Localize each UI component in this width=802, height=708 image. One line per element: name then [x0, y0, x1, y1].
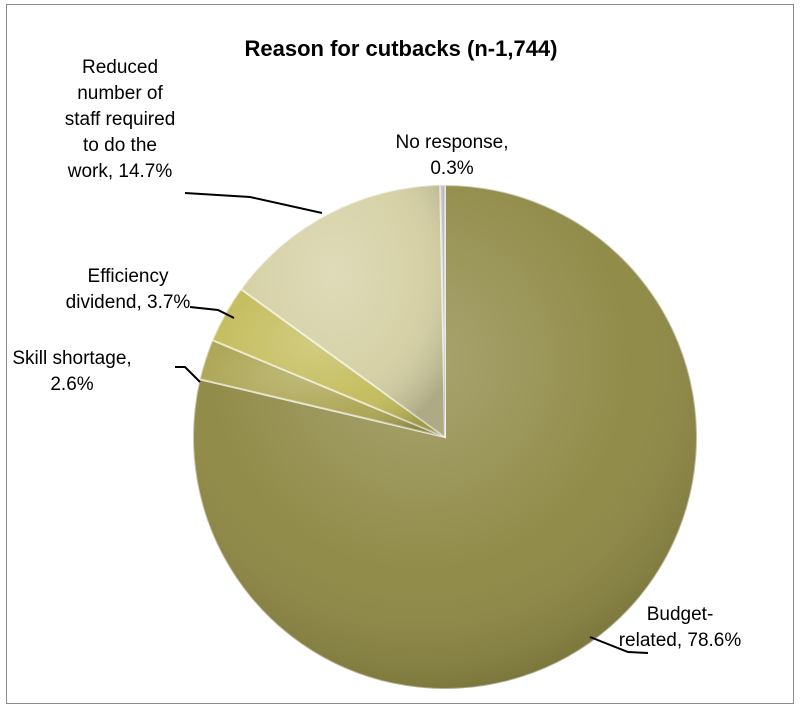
chart-title: Reason for cutbacks (n-1,744): [244, 36, 558, 61]
leader-line: [589, 636, 649, 654]
pie-slice-shading: [240, 185, 445, 437]
slice-label-budget-related: Budget-related, 78.6%: [619, 604, 742, 651]
pie-slice-shading: [199, 340, 445, 437]
slice-label-reduced-number-of-staff-required-to-do-the-work: Reduced number of staff required to do the w…: [65, 57, 176, 182]
slice-label-skill-shortage: Skill shortage, 2.6%: [12, 348, 131, 395]
slice-label-efficiency-dividend: Efficiency dividend, 3.7%: [66, 266, 191, 313]
leader-line: [189, 306, 235, 319]
slice-label-no-response: No response, 0.3%: [395, 132, 508, 179]
pie-slice-shading: [212, 289, 445, 437]
pie-slice-shading: [440, 185, 445, 437]
leader-line: [184, 192, 323, 214]
leader-line: [175, 366, 201, 383]
